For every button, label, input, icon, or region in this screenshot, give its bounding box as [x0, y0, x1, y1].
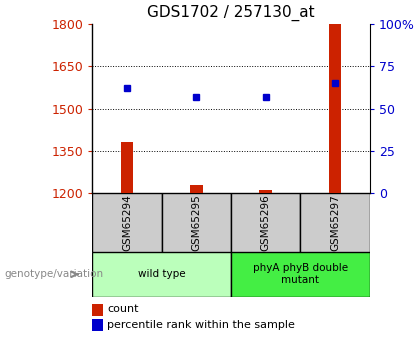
Text: phyA phyB double
mutant: phyA phyB double mutant — [253, 264, 348, 285]
Bar — [231, 193, 300, 252]
Bar — [162, 193, 231, 252]
Bar — [190, 185, 202, 193]
Bar — [329, 24, 341, 193]
Text: GSM65297: GSM65297 — [330, 194, 340, 251]
Text: percentile rank within the sample: percentile rank within the sample — [107, 321, 295, 330]
Text: wild type: wild type — [138, 269, 186, 279]
Bar — [92, 252, 231, 297]
Text: GSM65296: GSM65296 — [261, 194, 270, 251]
Bar — [231, 252, 370, 297]
Bar — [92, 193, 162, 252]
Bar — [121, 142, 133, 193]
Text: GSM65295: GSM65295 — [192, 194, 201, 251]
Text: GSM65294: GSM65294 — [122, 194, 132, 251]
Text: count: count — [107, 305, 139, 314]
Title: GDS1702 / 257130_at: GDS1702 / 257130_at — [147, 5, 315, 21]
Bar — [260, 190, 272, 193]
Text: genotype/variation: genotype/variation — [4, 269, 103, 279]
Bar — [300, 193, 370, 252]
